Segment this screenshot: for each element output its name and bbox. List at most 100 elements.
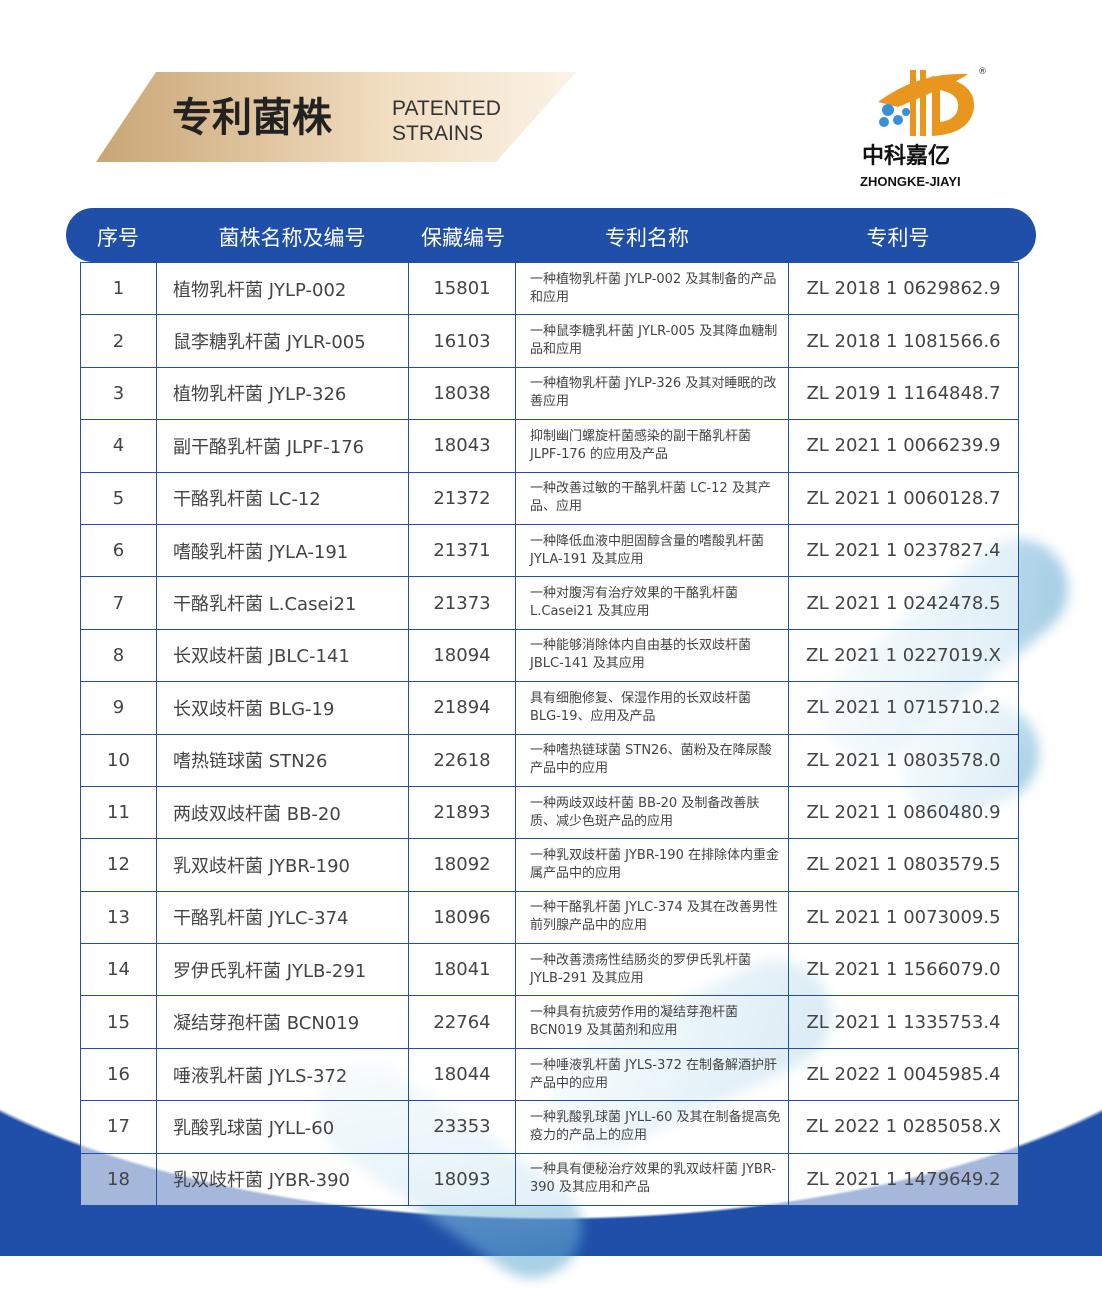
serial-number-cell: 16	[80, 1047, 157, 1102]
serial-number-cell: 14	[80, 943, 157, 997]
patent-number-cell: ZL 2021 1 0227019.X	[788, 628, 1019, 683]
patent-name-cell: 一种改善过敏的干酪乳杆菌 LC-12 及其产品、应用	[515, 471, 789, 525]
deposit-number-cell: 18038	[408, 366, 516, 421]
table-row: 12 乳双歧杆菌 JYBR-190 18092 一种乳双歧杆菌 JYBR-190 在排…	[80, 838, 1019, 892]
strain-name-cell: 干酪乳杆菌 LC-12	[156, 471, 409, 525]
title-en-line2: STRAINS	[392, 122, 484, 145]
serial-number-cell: 17	[80, 1100, 157, 1154]
table-row: 17 乳酸乳球菌 JYLL-60 23353 一种乳酸乳球菌 JYLL-60 及其在制…	[80, 1100, 1019, 1154]
table-row: 10 嗜热链球菌 STN26 22618 一种嗜热链球菌 STN26、菌粉及在降尿酸产…	[80, 733, 1019, 787]
serial-number-cell: 10	[80, 733, 157, 787]
serial-number-cell: 6	[80, 523, 157, 578]
patent-number-cell: ZL 2021 1 0237827.4	[788, 523, 1019, 578]
serial-number-cell: 11	[80, 785, 157, 840]
strain-name-cell: 长双歧杆菌 BLG-19	[156, 681, 409, 735]
strain-name-cell: 干酪乳杆菌 JYLC-374	[156, 890, 409, 945]
table-header: 序号 菌株名称及编号 保藏编号 专利名称 专利号	[66, 208, 1036, 262]
serial-number-cell: 15	[80, 995, 157, 1049]
registered-mark: ®	[978, 67, 987, 77]
company-logo: ®	[878, 67, 987, 136]
patent-number-cell: ZL 2021 1 1566079.0	[788, 943, 1019, 997]
patent-number-cell: ZL 2021 1 0242478.5	[788, 576, 1019, 630]
strain-name-cell: 嗜热链球菌 STN26	[156, 733, 409, 787]
patent-number-cell: ZL 2021 1 0066239.9	[788, 419, 1019, 473]
table-row: 7 干酪乳杆菌 L.Casei21 21373 一种对腹泻有治疗效果的干酪乳杆菌 L.…	[80, 576, 1019, 630]
patent-name-cell: 一种乳酸乳球菌 JYLL-60 及其在制备提高免疫力的产品上的应用	[515, 1100, 789, 1154]
patent-number-cell: ZL 2021 1 0803579.5	[788, 838, 1019, 892]
patent-name-cell: 具有细胞修复、保湿作用的长双歧杆菌 BLG-19、应用及产品	[515, 681, 789, 735]
patent-table: 1 植物乳杆菌 JYLP-002 15801 一种植物乳杆菌 JYLP-002 及其制…	[80, 261, 1019, 1207]
deposit-number-cell: 21373	[408, 576, 516, 630]
patent-name-cell: 一种改善溃疡性结肠炎的罗伊氏乳杆菌 JYLB-291 及其应用	[515, 943, 789, 997]
deposit-number-cell: 18094	[408, 628, 516, 683]
strain-name-cell: 唾液乳杆菌 JYLS-372	[156, 1047, 409, 1102]
title-en-line1: PATENTED	[392, 97, 501, 120]
deposit-number-cell: 21893	[408, 785, 516, 840]
patent-name-cell: 一种能够消除体内自由基的长双歧杆菌 JBLC-141 及其应用	[515, 628, 789, 683]
deposit-number-cell: 18044	[408, 1047, 516, 1102]
patent-number-cell: ZL 2022 1 0045985.4	[788, 1047, 1019, 1102]
patent-name-cell: 一种降低血液中胆固醇含量的嗜酸乳杆菌 JYLA-191 及其应用	[515, 523, 789, 578]
strain-name-cell: 植物乳杆菌 JYLP-002	[156, 261, 409, 316]
patent-number-cell: ZL 2021 1 0715710.2	[788, 681, 1019, 735]
table-row: 8 长双歧杆菌 JBLC-141 18094 一种能够消除体内自由基的长双歧杆菌 JB…	[80, 628, 1019, 683]
deposit-number-cell: 16103	[408, 314, 516, 368]
patent-number-cell: ZL 2021 1 0060128.7	[788, 471, 1019, 525]
deposit-number-cell: 22618	[408, 733, 516, 787]
patent-name-cell: 一种具有便秘治疗效果的乳双歧杆菌 JYBR-390 及其应用和产品	[515, 1152, 789, 1207]
patent-name-cell: 一种具有抗疲劳作用的凝结芽孢杆菌 BCN019 及其菌剂和应用	[515, 995, 789, 1049]
patent-number-cell: ZL 2019 1 1164848.7	[788, 366, 1019, 421]
serial-number-cell: 18	[80, 1152, 157, 1207]
table-row: 5 干酪乳杆菌 LC-12 21372 一种改善过敏的干酪乳杆菌 LC-12 及其产品…	[80, 471, 1019, 525]
patent-number-cell: ZL 2018 1 0629862.9	[788, 261, 1019, 316]
page-title: 专利菌株	[172, 95, 332, 141]
patent-name-cell: 一种对腹泻有治疗效果的干酪乳杆菌 L.Casei21 及其应用	[515, 576, 789, 630]
logo-name-cn: 中科嘉亿	[862, 144, 951, 169]
serial-number-cell: 4	[80, 419, 157, 473]
deposit-number-cell: 21371	[408, 523, 516, 578]
patent-name-cell: 一种唾液乳杆菌 JYLS-372 在制备解酒护肝产品中的应用	[515, 1047, 789, 1102]
table-row: 2 鼠李糖乳杆菌 JYLR-005 16103 一种鼠李糖乳杆菌 JYLR-005 及…	[80, 314, 1019, 368]
patent-number-cell: ZL 2021 1 1479649.2	[788, 1152, 1019, 1207]
table-row: 14 罗伊氏乳杆菌 JYLB-291 18041 一种改善溃疡性结肠炎的罗伊氏乳杆菌 …	[80, 943, 1019, 997]
patent-name-cell: 一种植物乳杆菌 JYLP-326 及其对睡眠的改善应用	[515, 366, 789, 421]
patent-number-cell: ZL 2018 1 1081566.6	[788, 314, 1019, 368]
patent-name-cell: 一种嗜热链球菌 STN26、菌粉及在降尿酸产品中的应用	[515, 733, 789, 787]
table-row: 15 凝结芽孢杆菌 BCN019 22764 一种具有抗疲劳作用的凝结芽孢杆菌 BCN…	[80, 995, 1019, 1049]
deposit-number-cell: 18096	[408, 890, 516, 945]
deposit-number-cell: 18043	[408, 419, 516, 473]
strain-name-cell: 两歧双歧杆菌 BB-20	[156, 785, 409, 840]
table-row: 3 植物乳杆菌 JYLP-326 18038 一种植物乳杆菌 JYLP-326 及其对…	[80, 366, 1019, 421]
strain-name-cell: 乳双歧杆菌 JYBR-190	[156, 838, 409, 892]
table-row: 9 长双歧杆菌 BLG-19 21894 具有细胞修复、保湿作用的长双歧杆菌 BLG-…	[80, 681, 1019, 735]
patent-number-cell: ZL 2021 1 1335753.4	[788, 995, 1019, 1049]
strain-name-cell: 副干酪乳杆菌 JLPF-176	[156, 419, 409, 473]
serial-number-cell: 12	[80, 838, 157, 892]
patent-name-cell: 一种乳双歧杆菌 JYBR-190 在排除体内重金属产品中的应用	[515, 838, 789, 892]
table-row: 13 干酪乳杆菌 JYLC-374 18096 一种干酪乳杆菌 JYLC-374 及其…	[80, 890, 1019, 945]
deposit-number-cell: 22764	[408, 995, 516, 1049]
deposit-number-cell: 21372	[408, 471, 516, 525]
strain-name-cell: 罗伊氏乳杆菌 JYLB-291	[156, 943, 409, 997]
table-row: 16 唾液乳杆菌 JYLS-372 18044 一种唾液乳杆菌 JYLS-372 在制…	[80, 1047, 1019, 1102]
serial-number-cell: 13	[80, 890, 157, 945]
strain-name-cell: 乳酸乳球菌 JYLL-60	[156, 1100, 409, 1154]
deposit-number-cell: 18092	[408, 838, 516, 892]
serial-number-cell: 3	[80, 366, 157, 421]
table-row: 4 副干酪乳杆菌 JLPF-176 18043 抑制幽门螺旋杆菌感染的副干酪乳杆菌 J…	[80, 419, 1019, 473]
column-header: 序号	[97, 226, 139, 250]
serial-number-cell: 7	[80, 576, 157, 630]
deposit-number-cell: 21894	[408, 681, 516, 735]
patent-number-cell: ZL 2021 1 0860480.9	[788, 785, 1019, 840]
patent-name-cell: 一种干酪乳杆菌 JYLC-374 及其在改善男性前列腺产品中的应用	[515, 890, 789, 945]
table-row: 11 两歧双歧杆菌 BB-20 21893 一种两歧双歧杆菌 BB-20 及制备改善肤…	[80, 785, 1019, 840]
patent-name-cell: 一种两歧双歧杆菌 BB-20 及制备改善肤质、减少色斑产品的应用	[515, 785, 789, 840]
table-row: 18 乳双歧杆菌 JYBR-390 18093 一种具有便秘治疗效果的乳双歧杆菌 JY…	[80, 1152, 1019, 1207]
column-header: 保藏编号	[421, 226, 505, 250]
patent-name-cell: 一种植物乳杆菌 JYLP-002 及其制备的产品和应用	[515, 261, 789, 316]
strain-name-cell: 植物乳杆菌 JYLP-326	[156, 366, 409, 421]
serial-number-cell: 5	[80, 471, 157, 525]
deposit-number-cell: 15801	[408, 261, 516, 316]
logo-name-en: ZHONGKE-JIAYI	[860, 174, 961, 189]
patent-name-cell: 一种鼠李糖乳杆菌 JYLR-005 及其降血糖制品和应用	[515, 314, 789, 368]
